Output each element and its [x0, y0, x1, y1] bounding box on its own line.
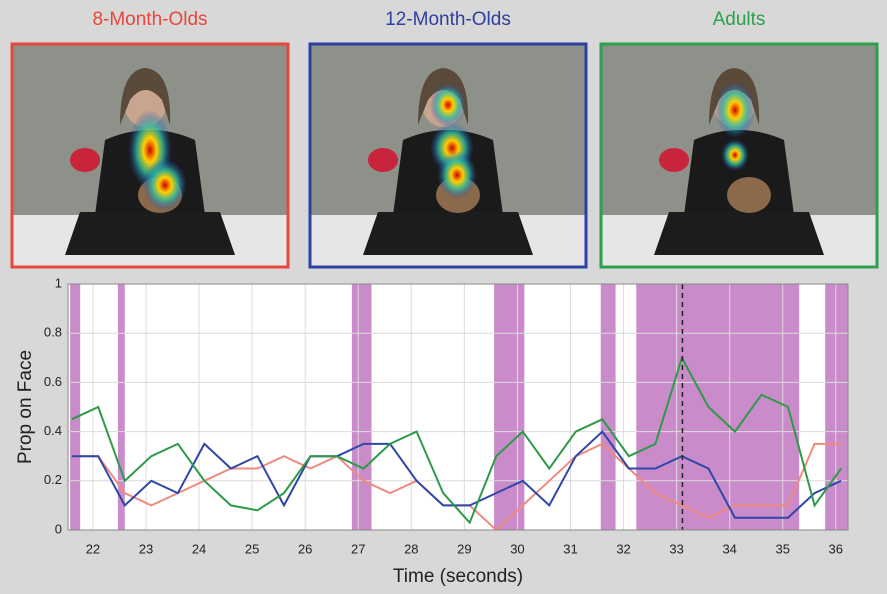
panel-title: 8-Month-Olds	[92, 9, 207, 30]
tray	[654, 212, 824, 255]
x-tick-label: 23	[139, 541, 153, 556]
x-tick-label: 27	[351, 541, 365, 556]
toy-red	[659, 148, 689, 172]
tray	[363, 212, 533, 255]
gaze-heatmap	[430, 83, 466, 127]
x-tick-label: 22	[86, 541, 100, 556]
photo	[601, 44, 877, 267]
y-tick-label: 0.4	[44, 423, 62, 438]
gaze-heatmap	[721, 139, 749, 171]
photo	[310, 44, 586, 267]
y-tick-label: 0.8	[44, 325, 62, 340]
x-tick-label: 26	[298, 541, 312, 556]
x-tick-label: 34	[722, 541, 736, 556]
y-tick-label: 0.6	[44, 374, 62, 389]
x-tick-label: 24	[192, 541, 206, 556]
toy-red	[70, 148, 100, 172]
y-tick-label: 0.2	[44, 472, 62, 487]
toy-red	[368, 148, 398, 172]
panel-title: Adults	[713, 9, 766, 30]
shaded-region	[70, 284, 80, 530]
x-tick-label: 25	[245, 541, 259, 556]
toy-bear	[727, 177, 771, 213]
photo-panels: 8-Month-Olds 12-Month-Olds Adults	[12, 9, 877, 267]
x-tick-label: 30	[510, 541, 524, 556]
y-axis-label: Prop on Face	[15, 350, 36, 464]
shaded-region	[601, 284, 616, 530]
x-tick-label: 32	[616, 541, 630, 556]
tray	[65, 212, 235, 255]
figure: 8-Month-Olds 12-Month-Olds Adults 0 0.2 0.4 0…	[0, 0, 887, 594]
y-tick-label: 1	[55, 275, 62, 290]
photo	[12, 44, 288, 267]
x-tick-label: 31	[563, 541, 577, 556]
y-tick-label: 0	[55, 521, 62, 536]
x-tick-label: 35	[776, 541, 790, 556]
x-tick-label: 28	[404, 541, 418, 556]
panel-title: 12-Month-Olds	[385, 9, 511, 30]
x-axis-label: Time (seconds)	[393, 566, 523, 587]
gaze-heatmap	[437, 151, 477, 199]
x-tick-label: 33	[669, 541, 683, 556]
x-tick-label: 29	[457, 541, 471, 556]
shaded-region	[636, 284, 799, 530]
shaded-region	[494, 284, 524, 530]
gaze-heatmap	[143, 159, 187, 211]
x-tick-label: 36	[829, 541, 843, 556]
shaded-region	[352, 284, 372, 530]
gaze-heatmap	[715, 82, 755, 138]
shaded-region	[825, 284, 848, 530]
